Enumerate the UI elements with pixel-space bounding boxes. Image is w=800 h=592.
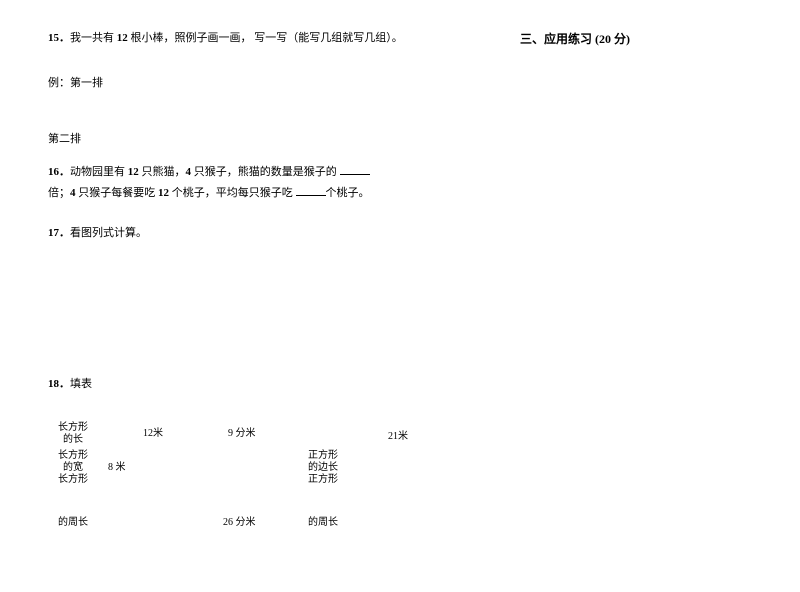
blank-1	[340, 164, 370, 175]
tbl-r1c1b: 的长	[63, 430, 83, 445]
q16-num: 16．	[48, 166, 70, 178]
q15-text-a: 我一共有	[70, 32, 117, 44]
q16-text-c: 只猴子，熊猫的数量是猴子的	[194, 166, 340, 178]
q15-bold-a: 12	[117, 32, 131, 44]
q15-example: 例：第一排	[48, 74, 408, 90]
q16-text-e: 只猴子每餐要吃	[78, 187, 158, 199]
q16-bold-d: 12	[158, 187, 172, 199]
q15-text-b: 根小棒，照例子画一画， 写一写（能写几组就写几组）。	[131, 32, 403, 44]
q16-line1: 16．动物园里有 12 只熊猫，4 只猴子，熊猫的数量是猴子的	[48, 164, 408, 182]
q16-text-a: 动物园里有	[70, 166, 128, 178]
q18-line: 18．填表	[48, 376, 408, 394]
blank-2	[296, 185, 326, 196]
table-area: 长方形 的长 12米 9 分米 21米 长方形 的宽 8 米 正方形 的边长 长…	[48, 418, 448, 578]
q17-num: 17．	[48, 227, 70, 239]
q17-text: 看图列式计算。	[70, 227, 147, 239]
tbl-r3c1: 长方形	[58, 470, 88, 485]
tbl-r1-right: 21米	[388, 430, 408, 443]
q15-num: 15．	[48, 32, 70, 44]
section-title: 三、应用练习 (20 分)	[520, 30, 720, 47]
q17-line: 17．看图列式计算。	[48, 225, 408, 243]
tbl-r4-right: 的周长	[308, 513, 338, 528]
tbl-r4c3: 26 分米	[223, 513, 256, 528]
tbl-r1c2: 12米	[143, 424, 163, 439]
q16-text-g: 个桃子。	[326, 187, 370, 199]
tbl-r1c3: 9 分米	[228, 424, 256, 439]
q16-line2: 倍；4 只猴子每餐要吃 12 个桃子，平均每只猴子吃 个桃子。	[48, 185, 408, 203]
q16-bold-a: 12	[128, 166, 142, 178]
q16-text-b: 只熊猫，	[142, 166, 186, 178]
q16-text-d: 倍；	[48, 187, 70, 199]
q16-text-f: 个桃子，平均每只猴子吃	[172, 187, 296, 199]
q15-row2: 第二排	[48, 130, 408, 146]
q15-line1: 15．我一共有 12 根小棒，照例子画一画， 写一写（能写几组就写几组）。	[48, 30, 408, 48]
q16-bold-b: 4	[186, 166, 194, 178]
q18-text: 填表	[70, 378, 92, 390]
q18-num: 18．	[48, 378, 70, 390]
tbl-r2c2: 8 米	[108, 458, 126, 473]
q16-bold-c: 4	[70, 187, 78, 199]
tbl-r3-right-a: 正方形	[308, 470, 338, 485]
tbl-r4c1: 的周长	[58, 513, 88, 528]
